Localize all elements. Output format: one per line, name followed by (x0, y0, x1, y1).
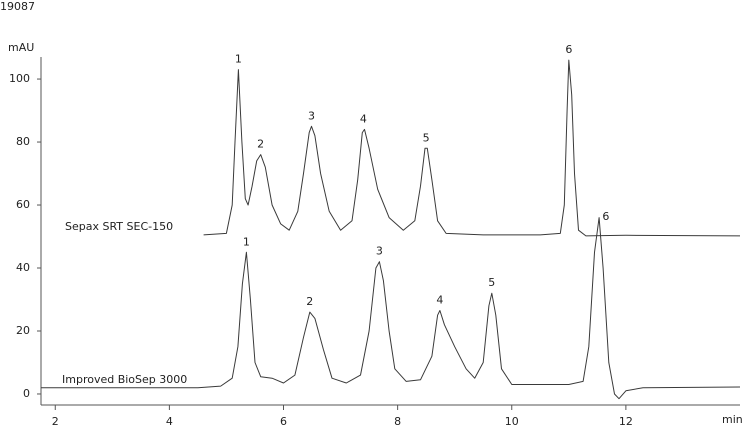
x-axis-label: min (722, 413, 743, 426)
peak-label: 2 (306, 295, 313, 308)
series-line (41, 217, 741, 400)
peak-label: 4 (360, 112, 367, 125)
y-tick-label: 60 (16, 198, 30, 211)
x-tick-label: 2 (52, 415, 59, 428)
y-tick-label: 20 (16, 324, 30, 337)
series-line (203, 59, 741, 237)
peak-label: 1 (243, 235, 250, 248)
y-tick-label: 80 (16, 135, 30, 148)
peak-label: 3 (308, 109, 315, 122)
y-tick-label: 100 (9, 72, 30, 85)
peak-label: 1 (235, 53, 242, 66)
x-tick-label: 4 (166, 415, 173, 428)
y-tick-label: 40 (16, 261, 30, 274)
peak-label: 5 (423, 131, 430, 144)
peak-label: 6 (602, 210, 609, 223)
peak-label: 6 (565, 43, 572, 56)
peak-label: 4 (436, 294, 443, 307)
series-label: Improved BioSep 3000 (62, 373, 187, 386)
x-tick-label: 10 (505, 415, 519, 428)
x-tick-label: 12 (619, 415, 633, 428)
peak-label: 3 (376, 245, 383, 258)
peak-label: 5 (488, 276, 495, 289)
y-tick-label: 0 (23, 387, 30, 400)
x-tick-label: 6 (280, 415, 287, 428)
series-label: Sepax SRT SEC-150 (65, 220, 173, 233)
x-tick-label: 8 (394, 415, 401, 428)
peak-label: 2 (257, 138, 264, 151)
header: 19087 (0, 0, 35, 13)
y-axis-label: mAU (8, 41, 34, 54)
